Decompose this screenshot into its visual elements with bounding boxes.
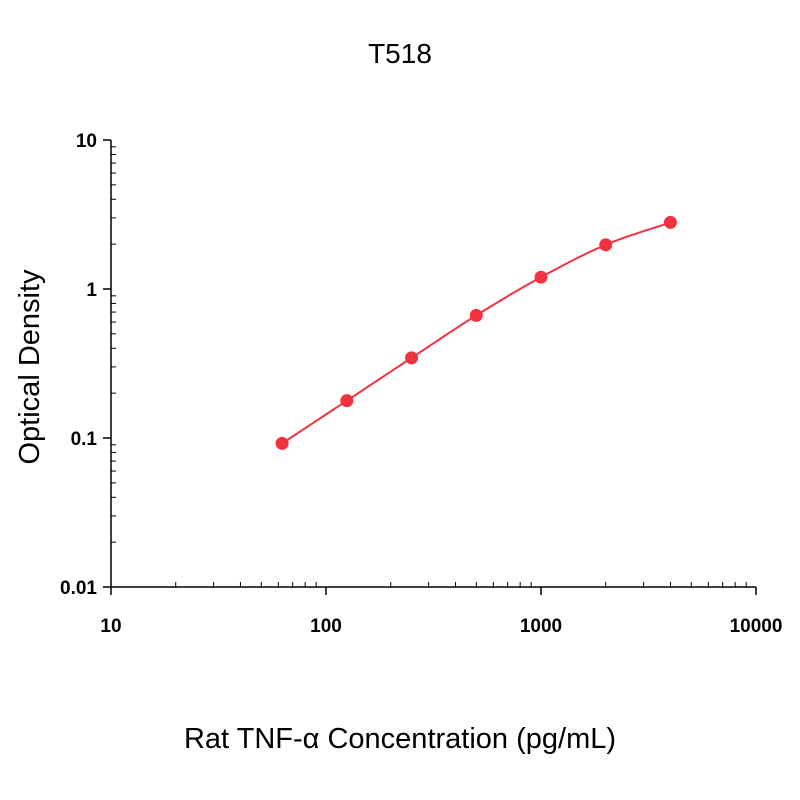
x-tick-label: 100 xyxy=(310,616,342,637)
data-point xyxy=(469,308,483,322)
y-tick-label: 10 xyxy=(76,131,97,152)
axes: 0.01 0.1 1 10 10 100 1000 10000 xyxy=(60,131,782,637)
x-tick-label: 10 xyxy=(100,616,121,637)
data-point xyxy=(340,394,354,408)
data-point xyxy=(663,215,677,229)
y-tick-label: 0.1 xyxy=(71,429,98,450)
y-ticks: 0.01 0.1 1 10 xyxy=(60,131,116,599)
data-points xyxy=(275,215,677,450)
data-point xyxy=(275,436,289,450)
x-ticks: 10 100 1000 10000 xyxy=(100,582,782,637)
y-tick-label: 1 xyxy=(86,280,97,301)
y-tick-label: 0.01 xyxy=(60,578,97,599)
data-point xyxy=(405,351,419,365)
fit-curve xyxy=(281,221,671,445)
y-axis-title: Optical Density xyxy=(14,269,46,465)
data-point xyxy=(599,238,613,252)
chart-title: T518 xyxy=(368,38,432,69)
data-point xyxy=(534,270,548,284)
x-tick-label: 1000 xyxy=(520,616,562,637)
x-tick-label: 10000 xyxy=(730,616,783,637)
x-axis-title: Rat TNF-α Concentration (pg/mL) xyxy=(184,723,616,755)
